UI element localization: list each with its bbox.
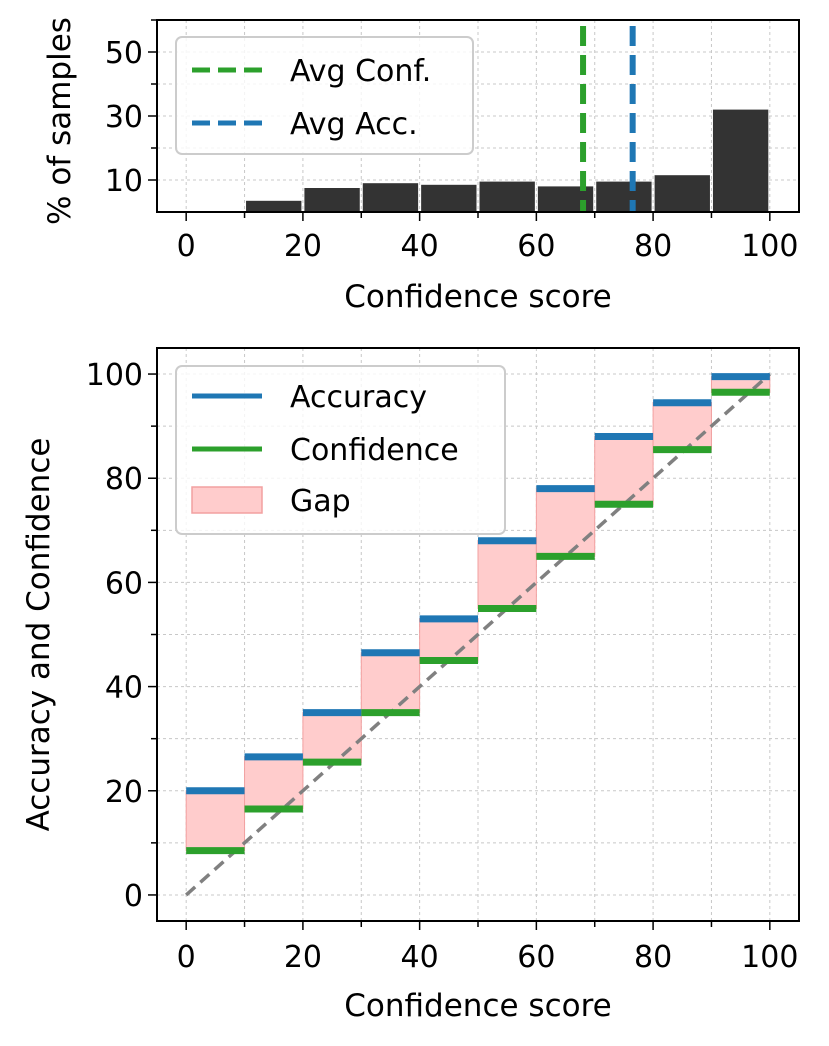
histogram-y-tick-label: 50	[105, 36, 143, 71]
reliability-legend: Accuracy Confidence Gap	[175, 365, 506, 535]
reliability-x-tick-label: 100	[741, 940, 798, 975]
legend-confidence-label: Confidence	[290, 433, 459, 468]
reliability-ticks: 0 20 40 60 80 100 0 20 40 60 80 100	[86, 358, 799, 975]
histogram-bar	[246, 200, 302, 212]
histogram-ticks: 0 20 40 60 80 100 10 30 50	[105, 19, 798, 264]
histogram-y-axis-label: % of samples	[42, 17, 78, 225]
reliability-y-tick-label: 100	[86, 358, 143, 393]
reliability-x-tick-label: 80	[634, 940, 672, 975]
histogram-legend: Avg Conf. Avg Acc.	[175, 36, 474, 155]
reliability-x-tick-label: 0	[177, 940, 196, 975]
reliability-x-tick-label: 40	[401, 940, 439, 975]
legend-avg-conf-label: Avg Conf.	[290, 54, 431, 89]
histogram-x-axis-label: Confidence score	[344, 279, 611, 315]
gap-area	[185, 790, 246, 852]
histogram-bar	[421, 184, 477, 212]
reliability-diagram: 0 20 40 60 80 100 0 20 40 60 80 100 Confidence scor…	[21, 347, 800, 1024]
perfect-calibration-diagonal	[185, 372, 771, 897]
histogram-bar	[304, 188, 360, 212]
gap-area	[244, 756, 304, 810]
histogram-bar	[654, 175, 710, 212]
gap-area	[477, 540, 537, 609]
gap-area	[535, 488, 596, 557]
reliability-y-tick-label: 40	[105, 671, 143, 706]
reliability-x-tick-label: 20	[284, 940, 322, 975]
histogram-y-tick-label: 30	[105, 100, 143, 135]
legend-gap-label: Gap	[290, 484, 351, 519]
reliability-x-axis-label: Confidence score	[344, 988, 611, 1024]
legend-accuracy-label: Accuracy	[290, 380, 427, 415]
histogram-x-tick-label: 40	[401, 229, 439, 264]
gap-area	[594, 436, 654, 505]
gap-area	[419, 618, 479, 662]
histogram-x-tick-label: 100	[741, 229, 798, 264]
reliability-y-tick-label: 60	[105, 566, 143, 601]
reliability-y-tick-label: 0	[124, 879, 143, 914]
histogram-chart: 0 20 40 60 80 100 10 30 50 Confidence score % of…	[42, 17, 800, 315]
reliability-x-tick-label: 60	[517, 940, 555, 975]
histogram-y-tick-label: 10	[105, 164, 143, 199]
reliability-y-axis-label: Accuracy and Confidence	[21, 438, 57, 832]
reliability-y-tick-label: 20	[105, 775, 143, 810]
histogram-bar	[712, 109, 769, 212]
reliability-gaps	[185, 376, 771, 852]
histogram-x-tick-label: 20	[284, 229, 322, 264]
gap-area	[302, 712, 362, 763]
histogram-bar	[479, 181, 535, 212]
gap-area	[652, 402, 712, 451]
reliability-y-tick-label: 80	[105, 462, 143, 497]
histogram-x-tick-label: 60	[517, 229, 555, 264]
legend-avg-acc-label: Avg Acc.	[290, 107, 418, 142]
gap-area	[360, 652, 421, 714]
histogram-bars	[246, 109, 769, 212]
histogram-bar	[596, 181, 652, 212]
histogram-bar	[362, 183, 419, 212]
histogram-x-tick-label: 0	[177, 229, 196, 264]
legend-gap-swatch	[191, 486, 263, 514]
reliability-steps	[186, 373, 770, 855]
histogram-x-tick-label: 80	[634, 229, 672, 264]
histogram-avg-lines	[580, 26, 636, 212]
